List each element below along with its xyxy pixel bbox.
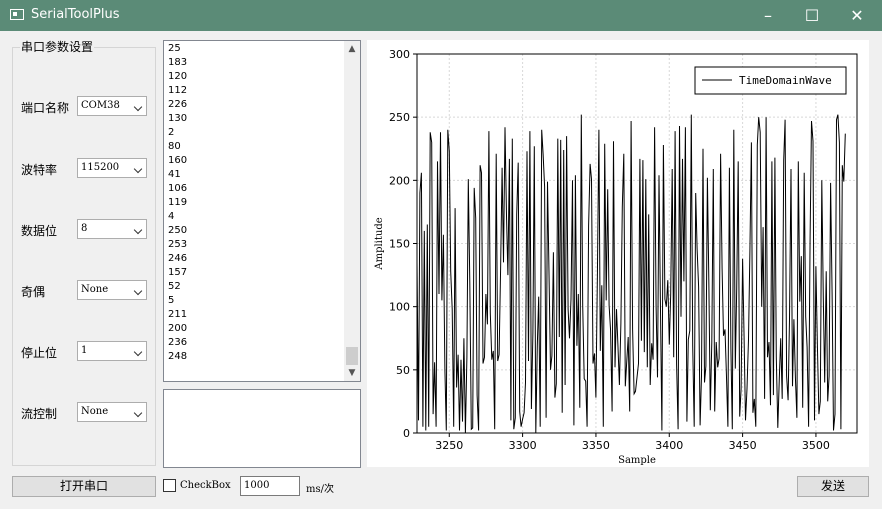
baud-label: 波特率 [21,163,58,177]
y-tick-label: 50 [396,364,410,377]
maximize-button[interactable]: ☐ [789,0,835,31]
checkbox[interactable] [163,479,176,492]
chevron-down-icon [133,102,143,112]
list-item: 130 [168,113,188,124]
series-line [417,114,846,433]
y-tick-label: 250 [389,111,410,124]
chevron-down-icon [133,408,143,418]
databits-select[interactable]: 8 [77,219,147,239]
list-item: 5 [168,295,175,306]
databits-label: 数据位 [21,224,58,238]
minimize-button[interactable]: – [745,0,791,31]
list-item: 160 [168,155,188,166]
list-item: 119 [168,197,188,208]
app-window-icon [10,9,24,20]
parity-label: 奇偶 [21,285,46,299]
flow-select[interactable]: None [77,402,147,422]
interval-input[interactable]: 1000 [240,476,300,496]
y-tick-label: 300 [389,48,410,61]
list-item: 120 [168,71,188,82]
list-item: 106 [168,183,188,194]
group-title: 串口参数设置 [20,38,95,55]
x-tick-label: 3300 [509,439,537,452]
send-textarea[interactable] [163,389,361,468]
list-item: 25 [168,43,181,54]
y-tick-label: 0 [403,427,410,440]
port-select[interactable]: COM38 [77,96,147,116]
checkbox-label: CheckBox [180,480,231,491]
flow-label: 流控制 [21,407,58,421]
list-item: 112 [168,85,188,96]
title-bar: SerialToolPlus – ☐ ✕ [0,0,882,31]
open-port-button[interactable]: 打开串口 [12,476,156,497]
receive-scrollbar[interactable]: ▲ ▼ [344,41,360,381]
list-item: 246 [168,253,188,264]
chevron-down-icon [133,286,143,296]
y-tick-label: 200 [389,174,410,187]
chevron-down-icon [133,164,143,174]
send-button[interactable]: 发送 [797,476,869,497]
parity-select[interactable]: None [77,280,147,300]
window-title: SerialToolPlus [31,7,120,22]
list-item: 248 [168,351,188,362]
list-item: 4 [168,211,175,222]
stopbits-label: 停止位 [21,346,58,360]
list-item: 226 [168,99,188,110]
list-item: 250 [168,225,188,236]
list-item: 183 [168,57,188,68]
list-item: 2 [168,127,175,138]
receive-items: 25 183 120 112 226 130 2 80 160 41 106 119 4 250 253 24… [168,42,187,364]
x-axis-label: Sample [618,455,656,466]
interval-unit: ms/次 [306,484,334,495]
x-tick-label: 3450 [729,439,757,452]
chevron-down-icon [133,225,143,235]
scroll-thumb[interactable] [346,347,358,365]
x-tick-label: 3500 [802,439,830,452]
list-item: 80 [168,141,181,152]
list-item: 236 [168,337,188,348]
scroll-up-icon[interactable]: ▲ [348,44,356,54]
chevron-down-icon [133,347,143,357]
close-icon: ✕ [850,6,864,25]
legend-label: TimeDomainWave [739,74,832,87]
amplitude-chart: 0 50 100 150 200 250 300 3250 3300 3350 3400 3450 35… [374,48,858,466]
minimize-icon: – [764,6,772,25]
list-item: 211 [168,309,188,320]
stopbits-select[interactable]: 1 [77,341,147,361]
list-item: 253 [168,239,188,250]
x-tick-label: 3250 [435,439,463,452]
baud-select[interactable]: 115200 [77,158,147,178]
x-tick-label: 3400 [655,439,683,452]
y-tick-label: 100 [389,301,410,314]
maximize-icon: ☐ [804,6,820,25]
x-tick-label: 3350 [582,439,610,452]
receive-list[interactable]: 25 183 120 112 226 130 2 80 160 41 106 119 4 250 253 24… [163,40,361,382]
list-item: 200 [168,323,188,334]
chart-panel: 0 50 100 150 200 250 300 3250 3300 3350 3400 3450 35… [367,40,869,467]
list-item: 52 [168,281,181,292]
close-button[interactable]: ✕ [834,0,880,31]
y-axis-label: Amplitude [374,217,385,270]
y-tick-label: 150 [389,238,410,251]
list-item: 41 [168,169,181,180]
scroll-down-icon[interactable]: ▼ [348,368,356,378]
port-label: 端口名称 [21,101,70,115]
list-item: 157 [168,267,188,278]
